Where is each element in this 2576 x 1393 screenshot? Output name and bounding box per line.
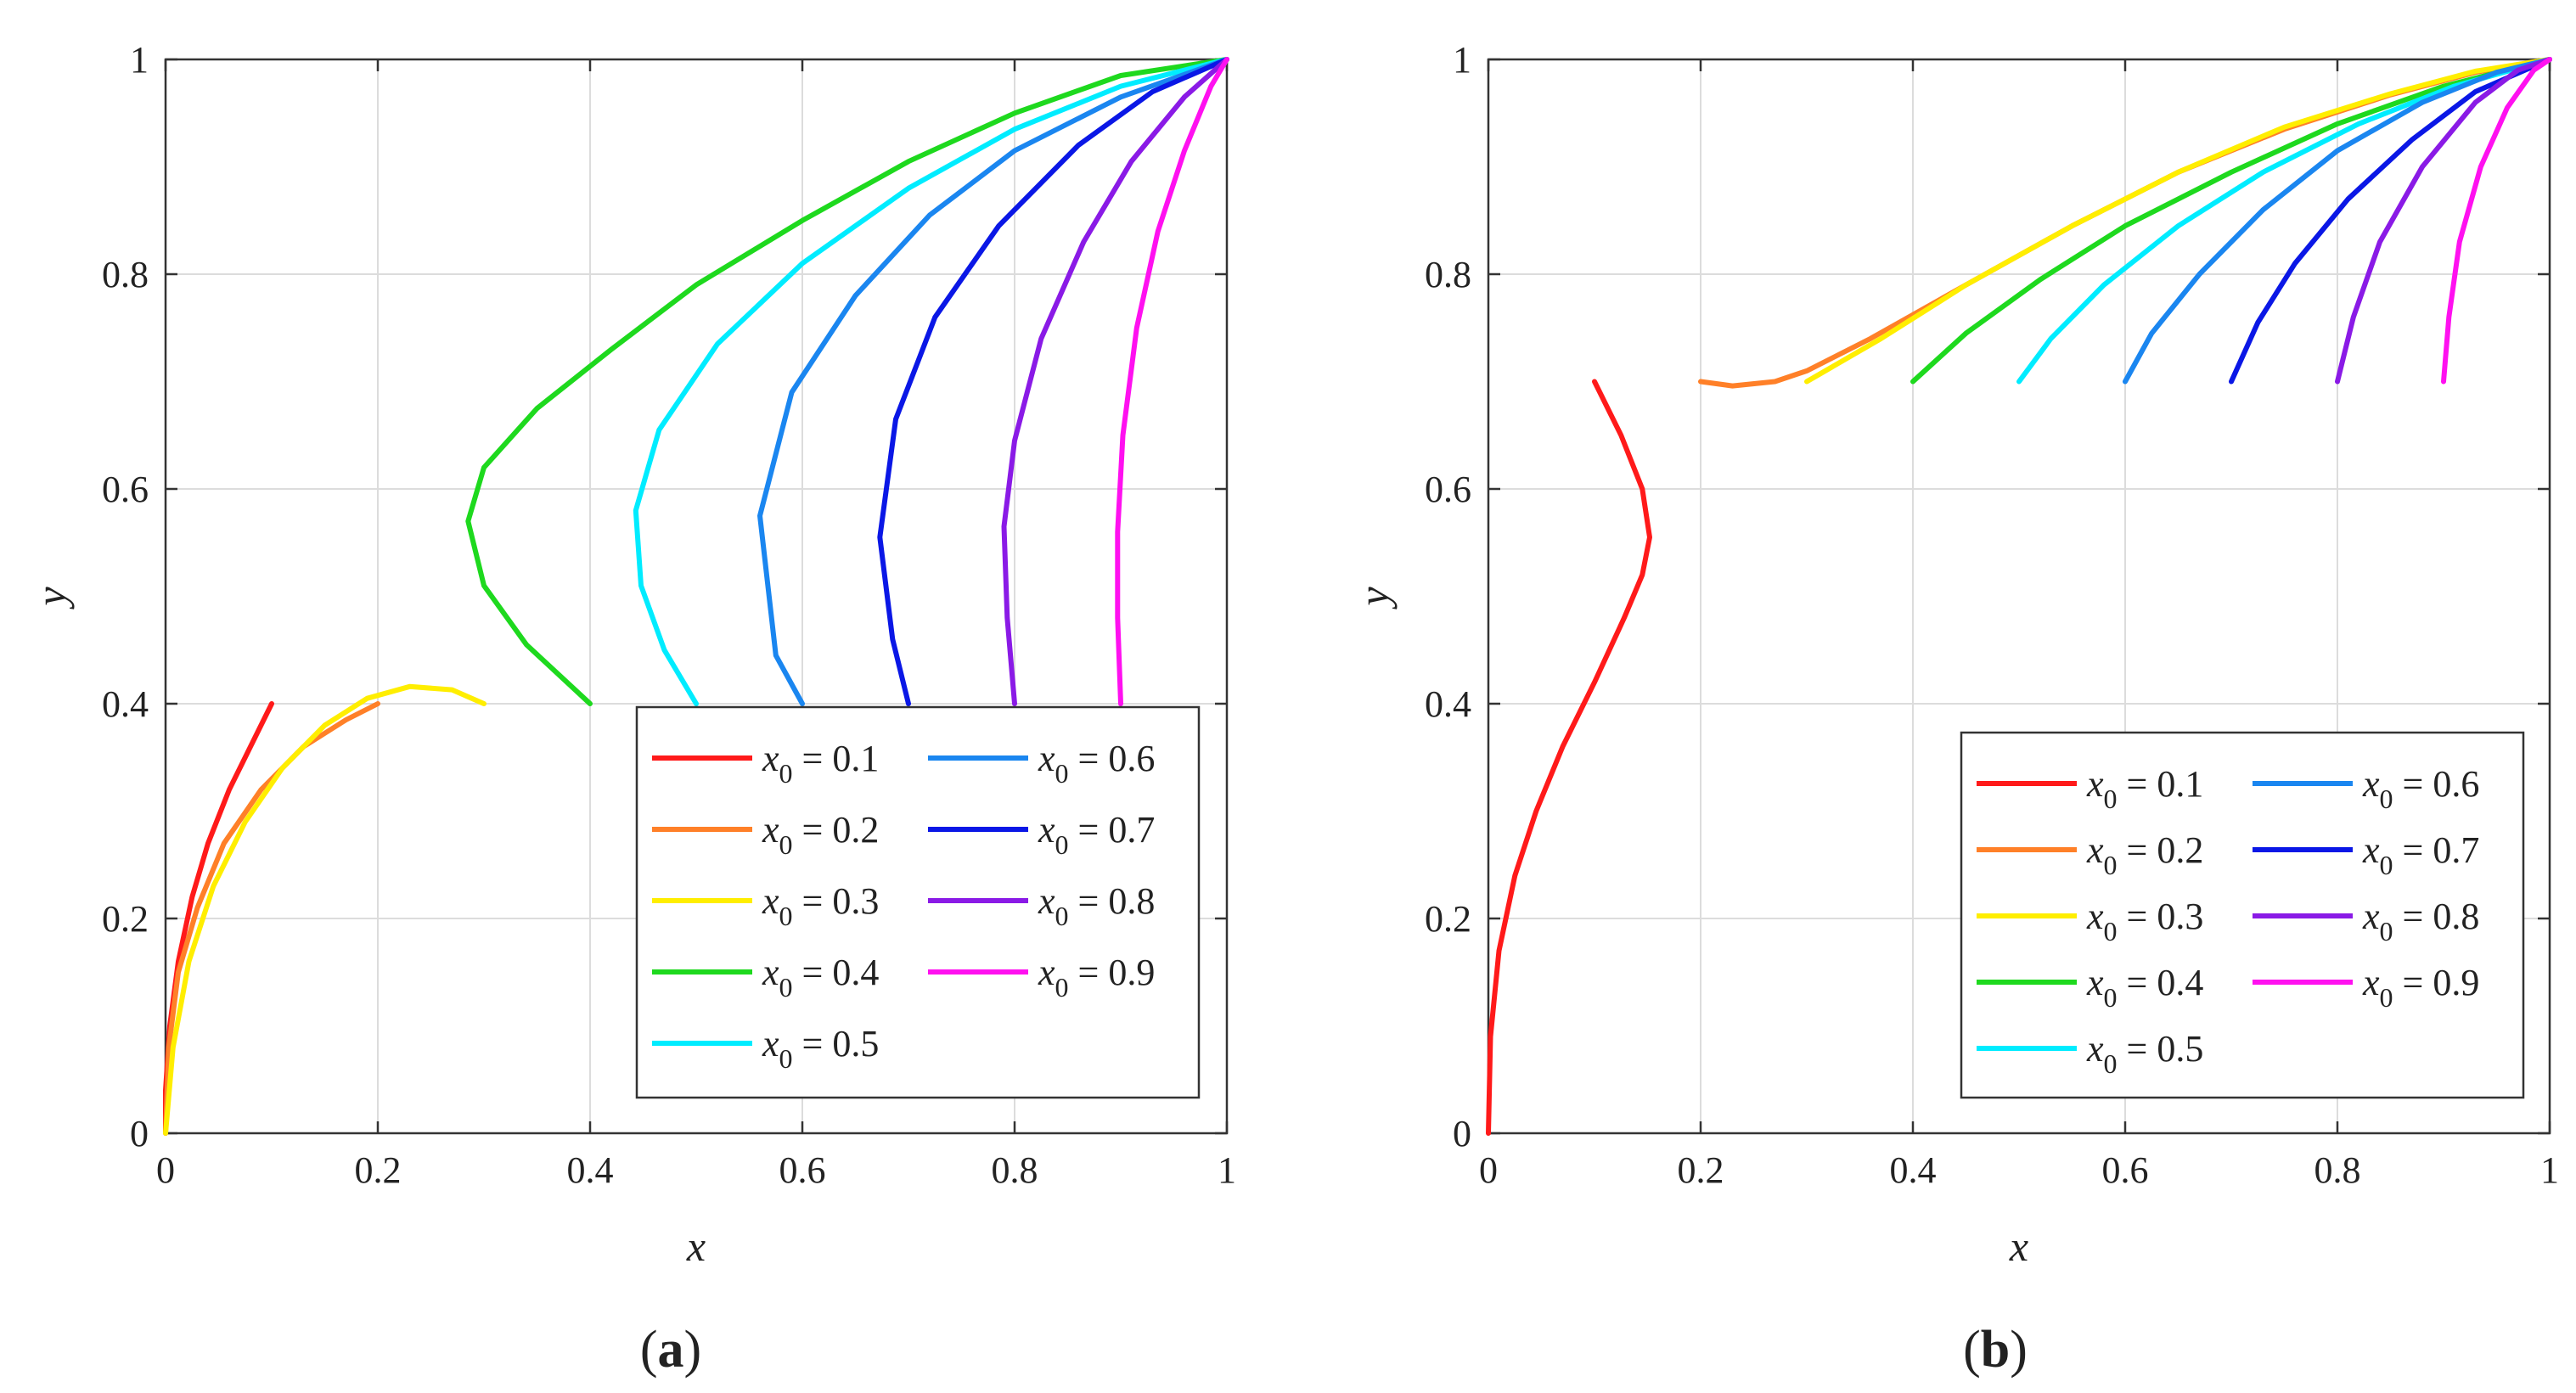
x-tick-label: 1 xyxy=(2540,1149,2559,1191)
series-line-x0-0.7 xyxy=(2229,57,2552,385)
legend: x0 = 0.1 x0 = 0.2 x0 = 0.3 x0 = 0.4 x0 = 0.5… xyxy=(1960,731,2525,1099)
series-line-x0-0.9 xyxy=(2441,57,2552,385)
legend-entry-label: x0 = 0.3 xyxy=(2086,896,2203,946)
y-tick-label: 0.4 xyxy=(102,683,149,725)
series-line-x0-0.1 xyxy=(1486,379,1652,1136)
y-axis-label: y xyxy=(27,587,75,610)
y-tick-label: 1 xyxy=(130,39,149,81)
x-tick-label: 0.6 xyxy=(779,1149,826,1191)
legend-entry-label: x0 = 0.2 xyxy=(2086,829,2203,880)
series-line-x0-0.8 xyxy=(2335,57,2552,385)
axes-frame xyxy=(164,58,1229,1135)
x-tick-label: 0.8 xyxy=(2314,1149,2361,1191)
legend-entry-label: x0 = 0.8 xyxy=(2362,896,2479,946)
x-tick-label: 0.2 xyxy=(355,1149,402,1191)
series-line-x0-0.8 xyxy=(1001,57,1229,706)
series-line-x0-0.3 xyxy=(163,683,487,1136)
series-line-x0-0.5 xyxy=(633,57,1229,706)
y-axis-label: y xyxy=(1350,587,1398,610)
y-tick-label: 0 xyxy=(1453,1113,1471,1154)
y-tick-label: 0.6 xyxy=(102,469,149,510)
y-tick-label: 1 xyxy=(1453,39,1471,81)
x-tick-label: 0 xyxy=(1479,1149,1498,1191)
x-tick-label: 0.4 xyxy=(1890,1149,1937,1191)
x-axis-label: x xyxy=(2009,1222,2028,1270)
legend-entry-label: x0 = 0.2 xyxy=(762,809,879,860)
series-line-x0-0.4 xyxy=(465,57,1229,706)
legend-entry-label: x0 = 0.3 xyxy=(762,880,879,931)
series-line-x0-0.7 xyxy=(877,57,1229,706)
legend-entry-label: x0 = 0.5 xyxy=(2086,1028,2203,1079)
legend-entry-label: x0 = 0.7 xyxy=(1038,809,1155,860)
legend-entry-label: x0 = 0.1 xyxy=(2086,763,2203,814)
x-axis-label: x xyxy=(686,1222,706,1270)
series-line-x0-0.9 xyxy=(1115,57,1229,706)
y-tick-label: 0.4 xyxy=(1425,683,1471,725)
x-tick-label: 0.4 xyxy=(567,1149,614,1191)
legend-entry-label: x0 = 0.5 xyxy=(762,1023,879,1074)
y-tick-label: 0.6 xyxy=(1425,469,1471,510)
panel-label: (a) xyxy=(640,1321,701,1379)
legend-entry-label: x0 = 0.9 xyxy=(1038,952,1155,1003)
legend-entry-label: x0 = 0.4 xyxy=(2086,962,2203,1013)
legend-entry-label: x0 = 0.8 xyxy=(1038,880,1155,931)
series-line-x0-0.6 xyxy=(2123,57,2552,385)
x-tick-label: 0.8 xyxy=(992,1149,1038,1191)
series-line-x0-0.4 xyxy=(1910,57,2552,385)
legend-entry-label: x0 = 0.1 xyxy=(762,738,879,789)
legend-entry-label: x0 = 0.7 xyxy=(2362,829,2479,880)
legend-entry-label: x0 = 0.9 xyxy=(2362,962,2479,1013)
series-line-x0-0.5 xyxy=(2016,57,2552,385)
axes-frame xyxy=(1487,58,2551,1135)
y-tick-label: 0.2 xyxy=(1425,898,1471,940)
panel-label: (b) xyxy=(1963,1321,2028,1379)
x-tick-label: 0 xyxy=(156,1149,175,1191)
x-tick-label: 1 xyxy=(1218,1149,1236,1191)
series-line-x0-0.6 xyxy=(757,57,1229,706)
x-tick-label: 0.6 xyxy=(2102,1149,2149,1191)
legend-entry-label: x0 = 0.4 xyxy=(762,952,879,1003)
y-tick-label: 0 xyxy=(130,1113,149,1154)
x-tick-label: 0.2 xyxy=(1678,1149,1724,1191)
y-tick-label: 0.8 xyxy=(102,254,149,295)
y-tick-label: 0.8 xyxy=(1425,254,1471,295)
legend-entry-label: x0 = 0.6 xyxy=(1038,738,1155,789)
series-line-x0-0.3 xyxy=(1804,57,2552,385)
series-line-x0-0.2 xyxy=(163,701,380,1136)
legend-entry-label: x0 = 0.6 xyxy=(2362,763,2479,814)
y-tick-label: 0.2 xyxy=(102,898,149,940)
legend: x0 = 0.1 x0 = 0.2 x0 = 0.3 x0 = 0.4 x0 = 0.5… xyxy=(635,705,1201,1099)
